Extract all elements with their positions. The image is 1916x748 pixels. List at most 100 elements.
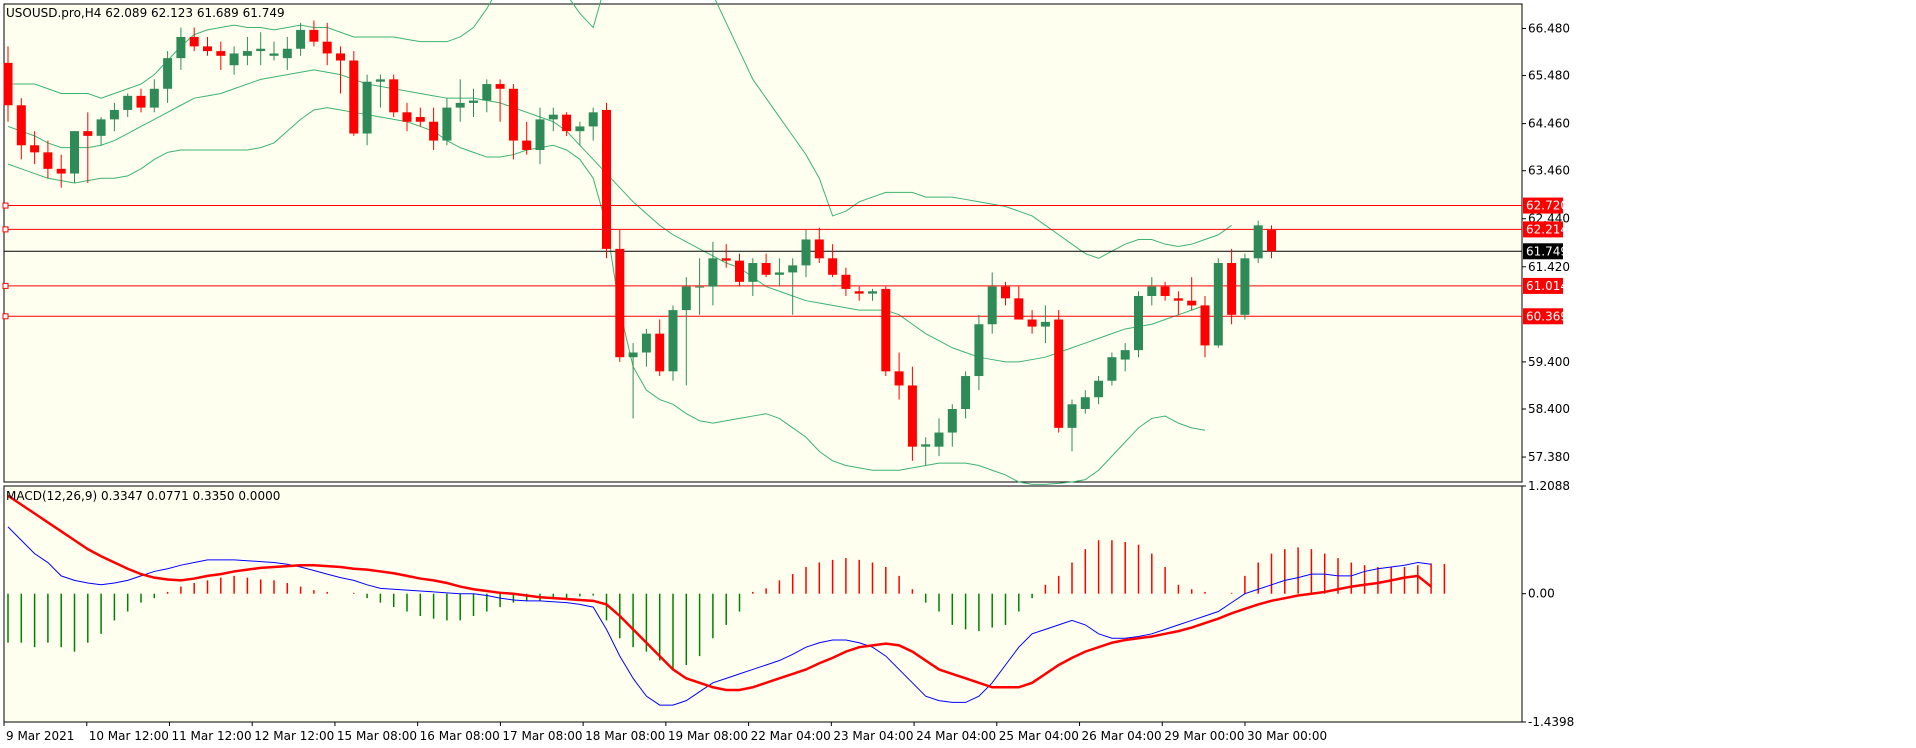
bull-candle-body bbox=[1147, 286, 1157, 296]
bear-candle-body bbox=[841, 274, 851, 289]
price-axis-label: 61.420 bbox=[1528, 260, 1570, 274]
macd-axis-label: -1.4398 bbox=[1528, 715, 1574, 729]
bull-candle-body bbox=[1067, 404, 1077, 428]
bull-candle-body bbox=[149, 88, 159, 108]
price-panel-header: USOUSD.pro,H4 62.089 62.123 61.689 61.74… bbox=[6, 6, 285, 20]
bull-candle-body bbox=[641, 333, 651, 353]
price-axis-label: 57.380 bbox=[1528, 450, 1570, 464]
bull-candle-body bbox=[123, 95, 133, 110]
time-axis-label: 23 Mar 04:00 bbox=[833, 729, 913, 743]
bear-candle-body bbox=[415, 117, 425, 122]
price-level-handle[interactable] bbox=[2, 202, 9, 209]
bull-candle-body bbox=[588, 112, 598, 127]
bear-candle-body bbox=[522, 140, 532, 150]
price-level-tag-label: 61.014 bbox=[1526, 279, 1568, 293]
bull-candle-body bbox=[801, 239, 811, 266]
bull-candle-body bbox=[375, 79, 385, 82]
macd-axis-label: 1.2088 bbox=[1528, 479, 1570, 493]
price-axis-label: 66.480 bbox=[1528, 21, 1570, 35]
bull-candle-body bbox=[1120, 350, 1130, 360]
bull-candle-body bbox=[482, 84, 492, 101]
current-price-tag-label: 61.749 bbox=[1526, 244, 1568, 258]
bull-candle-body bbox=[774, 272, 784, 275]
bull-candle-body bbox=[921, 444, 931, 447]
time-axis-label: 10 Mar 12:00 bbox=[89, 729, 169, 743]
bull-candle-body bbox=[256, 48, 266, 52]
bear-candle-body bbox=[429, 121, 439, 141]
bull-candle-body bbox=[296, 29, 306, 49]
bull-candle-body bbox=[163, 58, 173, 89]
time-axis-label: 25 Mar 04:00 bbox=[999, 729, 1079, 743]
bear-candle-body bbox=[854, 291, 864, 294]
bear-candle-body bbox=[3, 62, 13, 106]
bear-candle-body bbox=[828, 258, 838, 275]
bull-candle-body bbox=[362, 81, 372, 134]
time-axis-label: 9 Mar 2021 bbox=[6, 729, 74, 743]
bull-candle-body bbox=[269, 53, 279, 56]
bear-candle-body bbox=[309, 29, 319, 42]
bull-candle-body bbox=[1107, 357, 1117, 381]
bull-candle-body bbox=[1094, 380, 1104, 398]
bear-candle-body bbox=[907, 385, 917, 447]
bull-candle-body bbox=[575, 126, 585, 132]
bear-candle-body bbox=[349, 60, 359, 134]
bull-candle-body bbox=[176, 36, 186, 59]
price-level-tag-label: 62.214 bbox=[1526, 222, 1568, 236]
bear-candle-body bbox=[1173, 298, 1183, 301]
bull-candle-body bbox=[974, 324, 984, 377]
price-level-tag bbox=[1523, 308, 1563, 325]
time-axis-label: 12 Mar 12:00 bbox=[254, 729, 334, 743]
price-level-handle[interactable] bbox=[2, 226, 9, 233]
bull-candle-body bbox=[535, 119, 545, 150]
bear-candle-body bbox=[602, 109, 611, 249]
bear-candle-body bbox=[721, 258, 731, 261]
bull-candle-body bbox=[668, 310, 678, 372]
bear-candle-body bbox=[1160, 286, 1170, 296]
macd-panel-header: MACD(12,26,9) 0.3347 0.0771 0.3350 0.000… bbox=[6, 489, 280, 503]
price-level-handle[interactable] bbox=[2, 282, 9, 289]
time-axis-label: 26 Mar 04:00 bbox=[1082, 729, 1162, 743]
price-axis-label: 58.400 bbox=[1528, 402, 1570, 416]
bear-candle-body bbox=[389, 79, 399, 113]
bear-candle-body bbox=[735, 260, 744, 282]
bull-candle-body bbox=[109, 109, 119, 120]
price-level-tag bbox=[1523, 277, 1563, 294]
bull-candle-body bbox=[868, 291, 877, 294]
macd-signal-line bbox=[7, 494, 1432, 692]
bull-candle-body bbox=[1253, 225, 1263, 259]
bear-candle-body bbox=[1200, 305, 1210, 346]
bull-candle-body bbox=[455, 102, 465, 108]
bear-candle-body bbox=[1054, 319, 1064, 428]
time-axis-label: 18 Mar 08:00 bbox=[585, 729, 665, 743]
time-axis-label: 16 Mar 08:00 bbox=[420, 729, 500, 743]
bull-candle-body bbox=[1213, 263, 1223, 346]
bull-candle-body bbox=[961, 376, 971, 410]
bear-candle-body bbox=[1227, 263, 1237, 315]
bear-candle-body bbox=[1187, 300, 1197, 306]
price-level-handle[interactable] bbox=[2, 313, 9, 320]
bull-candle-body bbox=[1134, 295, 1143, 351]
bear-candle-body bbox=[1014, 298, 1024, 320]
bear-candle-body bbox=[562, 114, 572, 132]
bear-candle-body bbox=[189, 36, 199, 47]
bear-candle-body bbox=[1001, 286, 1010, 299]
bear-candle-body bbox=[43, 152, 53, 169]
bull-candle-body bbox=[96, 119, 106, 136]
bear-candle-body bbox=[402, 112, 412, 122]
price-level-tag-label: 62.720 bbox=[1526, 199, 1568, 213]
bear-candle-body bbox=[216, 51, 226, 56]
bear-candle-body bbox=[894, 371, 904, 386]
bull-candle-body bbox=[442, 107, 452, 141]
bear-candle-body bbox=[1267, 230, 1276, 252]
time-axis-label: 17 Mar 08:00 bbox=[502, 729, 582, 743]
macd-main-line bbox=[7, 526, 1432, 706]
bear-candle-body bbox=[761, 263, 771, 275]
time-axis-label: 11 Mar 12:00 bbox=[171, 729, 251, 743]
price-axis-label: 64.460 bbox=[1528, 117, 1570, 131]
bear-candle-body bbox=[322, 41, 332, 54]
macd-panel-background bbox=[3, 485, 1523, 723]
time-axis-label: 30 Mar 00:00 bbox=[1247, 729, 1327, 743]
bull-candle-body bbox=[229, 53, 239, 66]
